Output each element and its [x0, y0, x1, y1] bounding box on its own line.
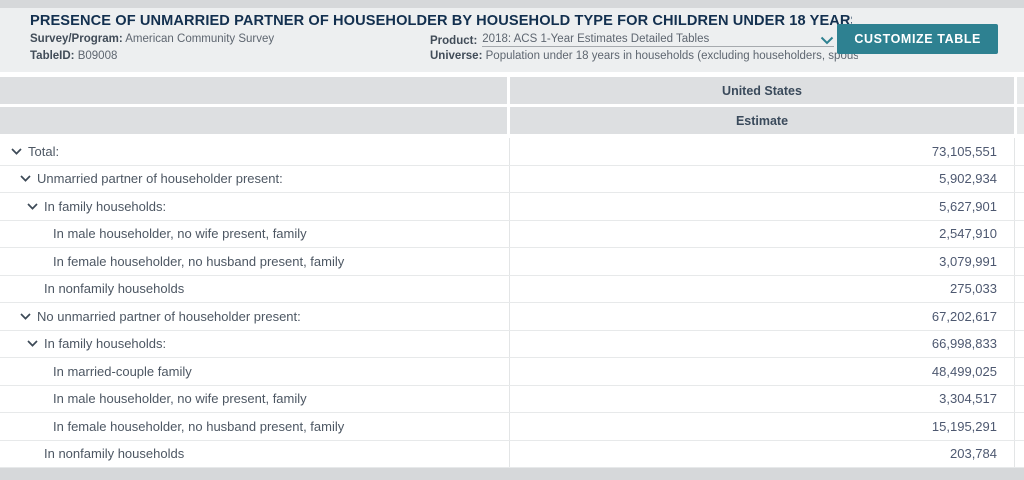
estimate-value-cell[interactable]: 2,547,910 — [509, 220, 1014, 247]
estimate-value-cell[interactable]: 5,627,901 — [509, 193, 1014, 220]
row-label: Total: — [28, 143, 60, 159]
survey-program-value: American Community Survey — [125, 33, 275, 45]
row-label: Unmarried partner of householder present… — [37, 171, 283, 187]
tableid-value: B09008 — [77, 50, 118, 62]
estimate-value-cell[interactable]: 3,304,517 — [509, 385, 1014, 412]
row-label-cell: In female householder, no husband presen… — [0, 413, 509, 440]
estimate-value-cell[interactable]: 67,202,617 — [509, 303, 1014, 330]
row-label-cell: In married-couple family — [0, 358, 509, 385]
row-end-cell — [1014, 385, 1024, 412]
header-gap — [0, 134, 1024, 138]
row-label-cell: No unmarried partner of householder pres… — [0, 303, 509, 330]
row-end-cell — [1014, 275, 1024, 302]
estimate-value-cell[interactable]: 5,902,934 — [509, 165, 1014, 192]
estimate-value-cell[interactable]: 275,033 — [509, 275, 1014, 302]
table-row[interactable]: Unmarried partner of householder present… — [0, 165, 1024, 193]
collapse-chevron-icon[interactable] — [20, 313, 31, 320]
product-label: Product: — [430, 35, 478, 47]
header-gap — [0, 104, 1024, 107]
row-end-cell — [1014, 330, 1024, 357]
product-dropdown-box[interactable]: 2018: ACS 1-Year Estimates Detailed Tabl… — [482, 33, 834, 47]
estimate-value-cell[interactable]: 3,079,991 — [509, 248, 1014, 275]
table-row[interactable]: In nonfamily households 275,033 — [0, 275, 1024, 303]
table-body: Total: 73,105,551 Unmarried partner of h… — [0, 138, 1024, 468]
survey-program-line: Survey/Program: American Community Surve… — [30, 33, 274, 45]
row-label: In nonfamily households — [44, 281, 185, 297]
row-label-cell: In female householder, no husband presen… — [0, 248, 509, 275]
row-label: In family households: — [44, 198, 167, 214]
row-label: In female householder, no husband presen… — [53, 253, 345, 269]
geo-column-header: United States — [510, 77, 1014, 104]
page-title: PRESENCE OF UNMARRIED PARTNER OF HOUSEHO… — [30, 13, 852, 29]
row-end-cell — [1014, 440, 1024, 467]
survey-program-label: Survey/Program: — [30, 33, 123, 45]
header-gap — [0, 72, 1024, 77]
row-end-cell — [1014, 413, 1024, 440]
universe-value: Population under 18 years in households … — [485, 50, 858, 62]
top-divider-strip — [0, 0, 1024, 8]
estimate-value-cell[interactable]: 15,195,291 — [509, 413, 1014, 440]
estimate-value-cell[interactable]: 203,784 — [509, 440, 1014, 467]
collapse-chevron-icon[interactable] — [27, 340, 38, 348]
row-end-cell — [1014, 220, 1024, 247]
collapse-chevron-icon[interactable] — [20, 175, 31, 183]
row-label: In married-couple family — [53, 363, 192, 379]
product-select[interactable]: Product: 2018: ACS 1-Year Estimates Deta… — [430, 33, 834, 47]
chevron-down-icon[interactable] — [820, 36, 834, 45]
table-row[interactable]: In female householder, no husband presen… — [0, 413, 1024, 441]
row-label: In female householder, no husband presen… — [53, 418, 345, 434]
row-label: In nonfamily households — [44, 446, 185, 462]
table-row[interactable]: In married-couple family 48,499,025 — [0, 358, 1024, 386]
measure-header-band: Estimate — [0, 107, 1024, 134]
row-label-cell: In male householder, no wife present, fa… — [0, 221, 509, 248]
row-label: In family households: — [44, 336, 167, 352]
row-label: In male householder, no wife present, fa… — [53, 226, 307, 242]
product-selected-value: 2018: ACS 1-Year Estimates Detailed Tabl… — [482, 33, 710, 45]
table-row[interactable]: In family households: 5,627,901 — [0, 193, 1024, 221]
estimate-value-cell[interactable]: 73,105,551 — [509, 138, 1014, 165]
row-end-cell — [1014, 303, 1024, 330]
geo-band-left-cell — [0, 77, 507, 104]
table-row[interactable]: In female householder, no husband presen… — [0, 248, 1024, 276]
row-label-cell: Total: — [0, 138, 509, 165]
universe-label: Universe: — [430, 50, 483, 62]
row-label-cell: In family households: — [0, 193, 509, 220]
measure-column-header: Estimate — [510, 107, 1014, 134]
tableid-label: TableID: — [30, 50, 75, 62]
geo-header-band: United States — [0, 77, 1024, 104]
row-label-cell: In nonfamily households — [0, 276, 509, 303]
table-header-bar: PRESENCE OF UNMARRIED PARTNER OF HOUSEHO… — [0, 8, 1024, 72]
universe-line: Universe: Population under 18 years in h… — [430, 50, 858, 62]
measure-band-end-cell — [1017, 107, 1024, 134]
estimate-value-cell[interactable]: 48,499,025 — [509, 358, 1014, 385]
geo-band-end-cell — [1017, 77, 1024, 104]
tableid-line: TableID: B09008 — [30, 50, 117, 62]
row-end-cell — [1014, 165, 1024, 192]
row-label: No unmarried partner of householder pres… — [37, 308, 301, 324]
table-row[interactable]: In male householder, no wife present, fa… — [0, 385, 1024, 413]
customize-table-button[interactable]: CUSTOMIZE TABLE — [837, 24, 998, 54]
row-end-cell — [1014, 193, 1024, 220]
table-row[interactable]: In nonfamily households 203,784 — [0, 440, 1024, 468]
table-row[interactable]: No unmarried partner of householder pres… — [0, 303, 1024, 331]
row-label: In male householder, no wife present, fa… — [53, 391, 307, 407]
row-label-cell: In male householder, no wife present, fa… — [0, 386, 509, 413]
row-end-cell — [1014, 358, 1024, 385]
collapse-chevron-icon[interactable] — [27, 203, 38, 210]
row-label-cell: In family households: — [0, 331, 509, 358]
row-label-cell: Unmarried partner of householder present… — [0, 166, 509, 193]
table-row[interactable]: In family households: 66,998,833 — [0, 330, 1024, 358]
measure-band-left-cell — [0, 107, 507, 134]
collapse-chevron-icon[interactable] — [11, 148, 22, 155]
table-row[interactable]: In male householder, no wife present, fa… — [0, 220, 1024, 248]
row-end-cell — [1014, 138, 1024, 165]
estimate-value-cell[interactable]: 66,998,833 — [509, 330, 1014, 357]
table-row[interactable]: Total: 73,105,551 — [0, 138, 1024, 166]
row-label-cell: In nonfamily households — [0, 441, 509, 468]
bottom-divider-strip — [0, 468, 1024, 480]
row-end-cell — [1014, 248, 1024, 275]
